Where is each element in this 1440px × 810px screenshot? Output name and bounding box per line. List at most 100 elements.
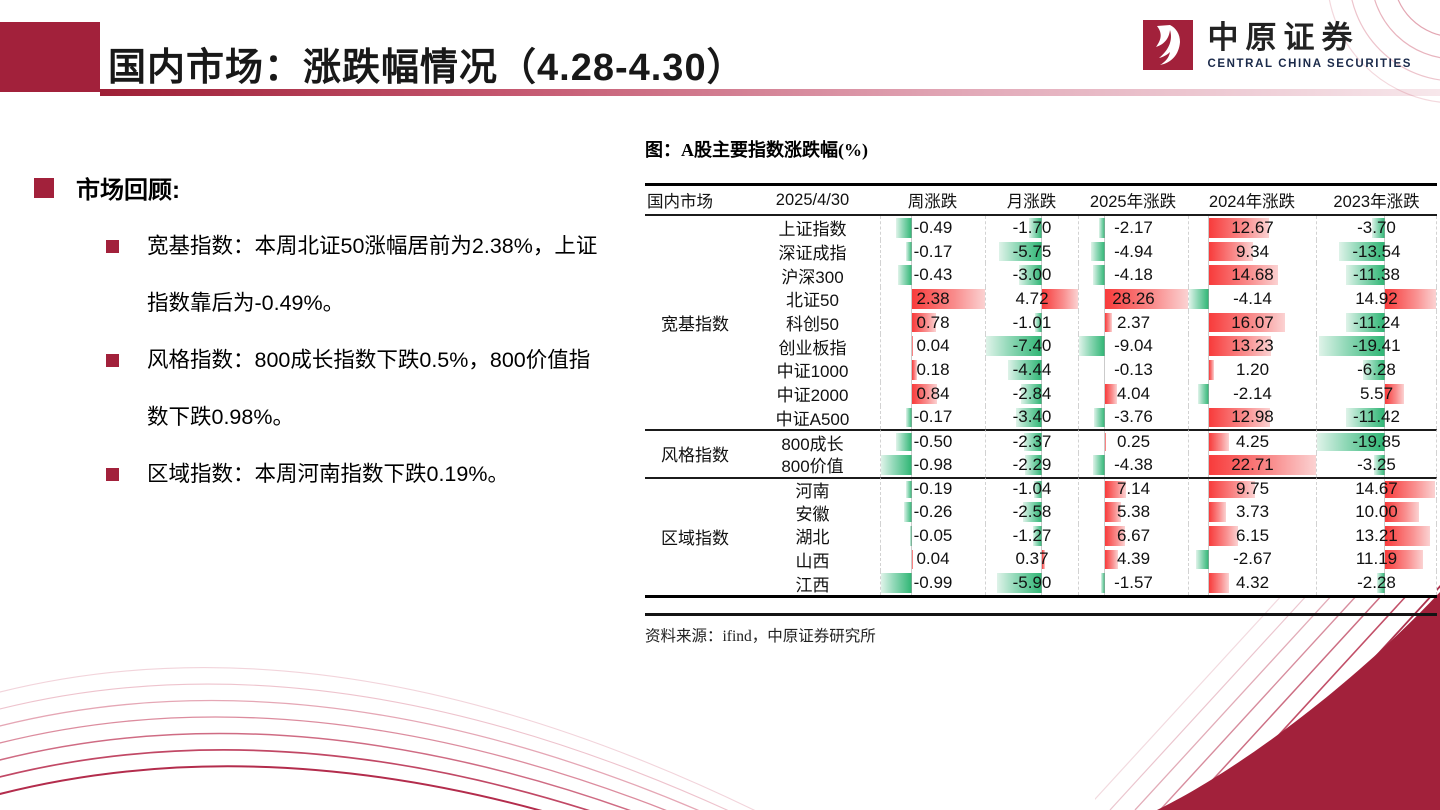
bar-axis-line — [1041, 381, 1043, 406]
bar-axis-line — [1383, 478, 1385, 501]
bar-axis-line — [1207, 405, 1209, 430]
bar-axis-line — [1041, 431, 1043, 453]
down-bar — [1198, 383, 1209, 404]
group-label-cell: 区域指数 — [645, 476, 745, 595]
down-bar — [881, 454, 912, 475]
down-bar — [1094, 407, 1106, 428]
table-column-header: 2024年涨跌 — [1188, 186, 1316, 216]
bar-axis-line — [1207, 523, 1209, 548]
up-bar — [911, 336, 913, 357]
down-bar — [1100, 573, 1106, 593]
bar-axis-line — [1041, 310, 1043, 335]
bar-axis-line — [910, 571, 912, 595]
down-bar — [1345, 265, 1385, 286]
down-bar — [896, 218, 912, 238]
bar-axis-line — [1041, 452, 1043, 477]
bar-axis-line — [1383, 381, 1385, 406]
value-cell: -0.17 — [880, 239, 985, 264]
bar-axis-line — [1207, 216, 1209, 240]
bar-axis-line — [910, 381, 912, 406]
down-bar — [906, 241, 912, 262]
up-bar — [1208, 218, 1269, 238]
bar-axis-line — [1207, 287, 1209, 311]
index-name-cell: 中证A500 — [775, 409, 850, 429]
down-bar — [906, 407, 912, 428]
value-cell: -3.25 — [1316, 452, 1437, 477]
down-bar — [997, 573, 1043, 593]
value-cell: 13.23 — [1188, 334, 1316, 359]
value-cell: 16.07 — [1188, 310, 1316, 335]
value-cell: -2.58 — [985, 500, 1078, 524]
table-date-header: 2025/4/30 — [745, 186, 880, 216]
down-bar — [1016, 407, 1043, 428]
value-cell: -13.54 — [1316, 239, 1437, 264]
value-cell: -0.49 — [880, 216, 985, 240]
value-cell: -4.18 — [1078, 263, 1188, 288]
value-cell: -1.01 — [985, 310, 1078, 335]
value-cell: 14.92 — [1316, 287, 1437, 311]
value-cell: 0.04 — [880, 547, 985, 572]
value-cell: -4.14 — [1188, 287, 1316, 311]
index-name-cell: 河南 — [745, 476, 880, 500]
value-cell: -3.40 — [985, 405, 1078, 430]
bullet-square-icon — [106, 354, 119, 367]
bar-axis-line — [1104, 500, 1106, 524]
value-cell: 5.57 — [1316, 381, 1437, 406]
page-title: 国内市场：涨跌幅情况（4.28-4.30） — [108, 47, 746, 89]
bar-axis-line — [910, 452, 912, 477]
down-bar — [1373, 454, 1385, 475]
bar-axis-line — [1383, 523, 1385, 548]
table-column-header: 周涨跌 — [880, 186, 985, 216]
index-name-cell: 沪深300 — [781, 267, 844, 287]
bullet-region-indexes: 区域指数：本周河南指数下跌0.19%。 — [106, 446, 616, 503]
value-cell: -4.44 — [985, 358, 1078, 382]
up-bar — [1208, 573, 1229, 593]
bullet-square-icon — [106, 240, 119, 253]
table-corner-header: 国内市场 — [645, 186, 745, 216]
bar-axis-line — [1383, 216, 1385, 240]
bar-axis-line — [1041, 478, 1043, 501]
bar-axis-line — [1207, 334, 1209, 359]
bar-axis-line — [1104, 287, 1106, 311]
bar-axis-line — [910, 334, 912, 359]
group-label-cell: 宽基指数 — [661, 315, 729, 335]
value-cell: 5.38 — [1078, 500, 1188, 524]
value-cell: 9.34 — [1188, 239, 1316, 264]
up-bar — [1105, 525, 1125, 546]
table-column-header: 月涨跌 — [985, 186, 1078, 216]
down-bar — [896, 433, 912, 451]
down-bar — [1008, 360, 1043, 380]
title-underline — [100, 89, 1440, 96]
value-cell: 12.98 — [1188, 405, 1316, 430]
bar-axis-line — [910, 547, 912, 572]
value-cell: -2.28 — [1316, 571, 1437, 595]
bar-axis-line — [1041, 500, 1043, 524]
index-name-cell: 湖北 — [795, 528, 830, 548]
bullet-square-icon — [34, 177, 54, 198]
value-cell: -7.40 — [985, 334, 1078, 359]
review-heading: 市场回顾: — [34, 170, 180, 205]
up-bar — [1208, 312, 1285, 333]
bar-axis-line — [1207, 263, 1209, 288]
index-name-cell: 江西 — [795, 575, 830, 595]
index-name-cell: 深证成指 — [778, 244, 847, 264]
bar-axis-line — [1104, 239, 1106, 264]
value-cell: -4.94 — [1078, 239, 1188, 264]
value-cell: 3.73 — [1188, 500, 1316, 524]
down-bar — [1024, 454, 1043, 475]
up-bar — [1208, 525, 1238, 546]
down-bar — [1317, 433, 1385, 451]
up-bar — [1105, 433, 1107, 451]
value-cell: -0.99 — [880, 571, 985, 595]
logo-en-text: CENTRAL CHINA SECURITIES — [1207, 58, 1412, 70]
down-bar — [1092, 454, 1106, 475]
up-bar — [1105, 312, 1113, 333]
bar-axis-line — [1041, 216, 1043, 240]
value-cell: 11.19 — [1316, 547, 1437, 572]
bar-axis-line — [1041, 547, 1043, 572]
bullet-text: 风格指数：800成长指数下跌0.5%，800价值指数下跌0.98%。 — [147, 348, 591, 429]
bar-axis-line — [1104, 571, 1106, 595]
down-bar — [1019, 265, 1043, 286]
index-name-cell: 安徽 — [795, 504, 830, 524]
